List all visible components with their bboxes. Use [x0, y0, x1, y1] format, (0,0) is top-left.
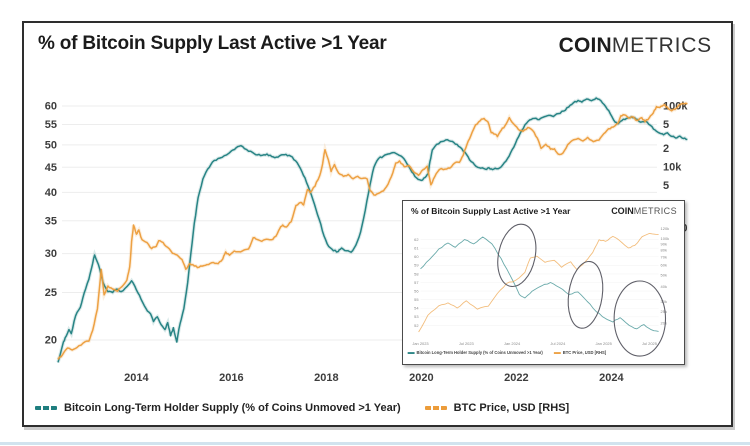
lth-supply-legend-label: Bitcoin Long-Term Holder Supply (% of Co… [64, 402, 401, 414]
inset-y-axis-label-left: 61 [414, 246, 418, 251]
inset-y-axis-label-left: 59 [414, 263, 418, 268]
inset-lth-supply-swatch [407, 352, 415, 354]
lth-supply-swatch [35, 406, 57, 410]
inset-coinmetrics-logo: COINMETRICS [611, 206, 677, 216]
inset-annotation-ellipse [567, 260, 604, 329]
legend: Bitcoin Long-Term Holder Supply (% of Co… [35, 402, 593, 414]
inset-series-group [418, 232, 659, 333]
inset-annotation-ellipse [497, 223, 537, 288]
inset-lth-supply-line [420, 236, 659, 332]
btc-price-swatch [424, 406, 447, 410]
inset-y-axis-label-right: 20k [661, 321, 667, 326]
inset-y-axis-label-right: 50k [661, 272, 667, 277]
logo-coin: COIN [558, 34, 612, 57]
btc-price-legend-label: BTC Price, USD [RHS] [453, 402, 570, 414]
inset-y-axis-label-right: 30k [661, 299, 667, 304]
inset-y-axis-label-right: 25k [661, 309, 667, 314]
inset-chart-title: % of Bitcoin Supply Last Active >1 Year [411, 206, 571, 216]
inset-y-axis-label-left: 58 [414, 271, 419, 276]
inset-y-axis-label-right: 100k [661, 236, 670, 241]
inset-x-axis-label: Jan 2025 [596, 341, 613, 346]
inset-y-axis-label-left: 53 [414, 314, 419, 319]
page-title: % of Bitcoin Supply Last Active >1 Year [38, 33, 387, 54]
inset-y-axis-label-left: 54 [414, 306, 419, 311]
inset-chart-card: % of Bitcoin Supply Last Active >1 Year … [402, 200, 685, 365]
inset-legend-label: Bitcoin Long-Term Holder Supply (% of Co… [417, 350, 544, 355]
bottom-edge-artifact [0, 442, 750, 445]
coinmetrics-logo: COINMETRICS [559, 34, 712, 58]
inset-y-axis-label-left: 62 [414, 237, 418, 242]
inset-logo-coin: COIN [611, 206, 634, 216]
inset-x-axis-label: Jan 2024 [504, 341, 521, 346]
inset-annotation-ellipse [613, 280, 667, 357]
legend-item-btc-price: BTC Price, USD [RHS] [424, 402, 570, 414]
inset-y-axis-label-right: 60k [661, 263, 667, 268]
inset-x-axis-label: Jul 2023 [459, 341, 475, 346]
inset-y-axis-label-left: 52 [414, 323, 418, 328]
inset-logo-metrics: METRICS [633, 206, 677, 216]
inset-y-axis-label-right: 70k [661, 255, 667, 260]
inset-y-axis-label-right: 80k [661, 248, 667, 253]
inset-legend-label: BTC Price, USD [RHS] [563, 350, 607, 355]
inset-x-axis-label: Jul 2024 [550, 341, 566, 346]
inset-btc-price-line [418, 232, 659, 333]
inset-btc-price-swatch [553, 352, 561, 354]
inset-x-axis-label: Jul 2025 [642, 341, 658, 346]
inset-y-axis-label-left: 57 [414, 280, 418, 285]
inset-y-axis-label-left: 55 [414, 297, 419, 302]
inset-series-group [420, 236, 659, 332]
inset-y-axis-label-left: 56 [414, 288, 419, 293]
inset-x-axis-label: Jan 2023 [412, 341, 429, 346]
inset-y-axis-label-right: 90k [661, 241, 667, 246]
legend-item-lth-supply: Bitcoin Long-Term Holder Supply (% of Co… [35, 402, 401, 414]
inset-y-axis-label-right: 40k [661, 284, 667, 289]
inset-y-axis-label-left: 60 [414, 254, 419, 259]
inset-y-axis-label-right: 120k [661, 226, 670, 231]
logo-metrics: METRICS [611, 34, 712, 57]
